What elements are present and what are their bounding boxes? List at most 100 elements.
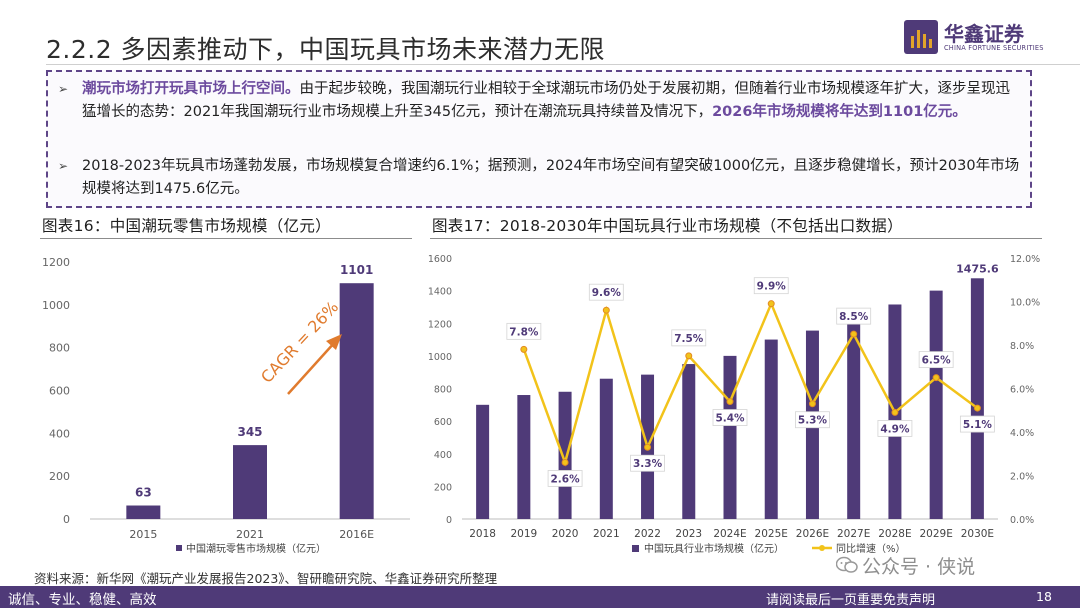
x-tick-label: 2018	[469, 528, 496, 540]
bullet-1-text: 潮玩市场打开玩具市场上行空间。由于起步较晚，我国潮玩行业相较于全球潮玩市场仍处于…	[82, 78, 1022, 124]
cagr-arrow-head-icon	[326, 334, 342, 350]
bar	[929, 290, 943, 519]
x-tick-label: 2030E	[961, 528, 994, 540]
x-tick-label: 2027E	[837, 528, 870, 540]
y-right-tick-label: 12.0%	[1010, 254, 1040, 265]
growth-point	[973, 404, 981, 412]
title-divider	[46, 64, 1080, 65]
growth-label-box	[712, 409, 748, 426]
bar-data-label: 63	[135, 486, 152, 500]
bar	[517, 395, 531, 519]
bullet-2-text: 2018-2023年玩具市场蓬勃发展，市场规模复合增速约6.1%；据预测，202…	[82, 158, 1020, 197]
wechat-icon	[836, 556, 858, 573]
growth-label-box	[918, 351, 954, 369]
growth-data-label: 9.9%	[757, 281, 787, 293]
legend-label: 中国潮玩零售市场规模（亿元）	[186, 542, 326, 555]
y-tick-label: 400	[49, 427, 70, 440]
legend-swatch-bar	[632, 545, 639, 552]
growth-point	[767, 300, 775, 308]
x-tick-label: 2021	[236, 528, 264, 541]
figure-16-title: 图表16：中国潮玩零售市场规模（亿元）	[42, 217, 331, 235]
growth-data-label: 3.3%	[633, 458, 663, 470]
growth-data-label: 4.9%	[880, 423, 910, 435]
legend-label-bar: 中国玩具行业市场规模（亿元）	[644, 542, 784, 555]
growth-point	[561, 458, 569, 466]
x-tick-label: 2020	[552, 528, 579, 540]
growth-data-label: 5.4%	[715, 413, 745, 425]
bar	[599, 378, 613, 519]
legend-label-line: 同比增速（%）	[836, 542, 906, 555]
footer-slogan: 诚信、专业、稳健、高效	[8, 592, 157, 608]
y-right-tick-label: 6.0%	[1010, 385, 1034, 396]
y-left-tick-label: 1200	[428, 319, 452, 330]
x-tick-label: 2028E	[878, 528, 911, 540]
y-left-tick-label: 200	[434, 482, 452, 493]
source-note: 资料来源：新华网《潮玩产业发展报告2023》、智研瞻研究院、华鑫证券研究所整理	[34, 571, 498, 586]
growth-point	[932, 374, 940, 382]
growth-label-box	[547, 470, 583, 487]
growth-point	[808, 400, 816, 408]
legend-swatch-point	[819, 545, 825, 551]
cagr-arrow-line	[287, 341, 336, 395]
growth-point	[685, 352, 693, 360]
y-right-tick-label: 10.0%	[1010, 298, 1040, 309]
growth-label-box	[588, 283, 624, 301]
growth-point	[520, 345, 528, 353]
growth-data-label: 8.5%	[839, 311, 869, 323]
summary-box: ➢ 潮玩市场打开玩具市场上行空间。由于起步较晚，我国潮玩行业相较于全球潮玩市场仍…	[46, 70, 1032, 208]
x-tick-label: 2023	[675, 528, 702, 540]
growth-data-label: 9.6%	[592, 287, 622, 299]
growth-point	[726, 398, 734, 406]
growth-data-label: 2.6%	[551, 473, 581, 485]
bar	[682, 364, 696, 519]
growth-label-box	[836, 307, 872, 325]
bar-data-label: 1101	[340, 263, 373, 277]
y-tick-label: 800	[49, 342, 70, 355]
x-tick-label: 2024E	[713, 528, 746, 540]
x-tick-label: 2025E	[755, 528, 788, 540]
bar	[233, 445, 267, 519]
figure-17-title: 图表17：2018-2030年中国玩具行业市场规模（不包括出口数据）	[432, 217, 903, 235]
growth-data-label: 5.1%	[963, 419, 993, 431]
page-number: 18	[1036, 589, 1052, 604]
y-right-tick-label: 8.0%	[1010, 341, 1034, 352]
x-tick-label: 2021	[593, 528, 620, 540]
logo-name-en: CHINA FORTUNE SECURITIES	[944, 44, 1044, 52]
x-tick-label: 2022	[634, 528, 661, 540]
x-tick-label: 2019	[510, 528, 537, 540]
growth-point	[850, 330, 858, 338]
growth-label-box	[671, 329, 707, 347]
figure-16-rule	[40, 238, 412, 239]
x-tick-label: 2015	[129, 528, 157, 541]
bar	[476, 404, 490, 519]
y-tick-label: 1000	[42, 299, 70, 312]
x-tick-label: 2016E	[339, 528, 374, 541]
logo-mark-icon	[904, 20, 938, 54]
watermark: 公众号 · 侠说	[862, 556, 976, 578]
growth-point	[644, 443, 652, 451]
growth-point	[602, 306, 610, 314]
bar	[764, 339, 778, 519]
footer-disclaimer: 请阅读最后一页重要免责声明	[766, 593, 936, 608]
growth-line	[522, 300, 979, 467]
growth-label-box	[795, 411, 830, 429]
bar	[339, 283, 374, 519]
bar-data-label: 345	[237, 425, 262, 439]
x-tick-label: 2026E	[796, 528, 829, 540]
bar-data-label: 1475.6	[956, 262, 999, 275]
y-left-tick-label: 800	[434, 385, 452, 396]
y-left-tick-label: 1600	[428, 254, 452, 265]
chart-trendy-toy-retail-market: 0 200 400 600 800 1000 1200 63 2015 345 2021 1101 20…	[42, 256, 410, 555]
slide-title: 2.2.2 多因素推动下，中国玩具市场未来潜力无限	[46, 35, 606, 64]
y-left-tick-label: 1400	[428, 287, 452, 298]
chart-china-toy-industry-market: 0 200 400 600 800 1000 1200 1400 1600 0.0% 2.0% 4.0…	[428, 254, 1040, 555]
y-right-tick-label: 2.0%	[1010, 472, 1034, 483]
bar	[126, 505, 161, 519]
legend-swatch	[176, 545, 182, 551]
growth-label-box	[877, 420, 913, 437]
logo-name-cn: 华鑫证券	[944, 22, 1024, 46]
bar	[723, 355, 737, 519]
company-logo: 华鑫证券 CHINA FORTUNE SECURITIES	[904, 20, 1044, 60]
y-left-tick-label: 600	[434, 417, 452, 428]
growth-label-box	[959, 415, 995, 433]
